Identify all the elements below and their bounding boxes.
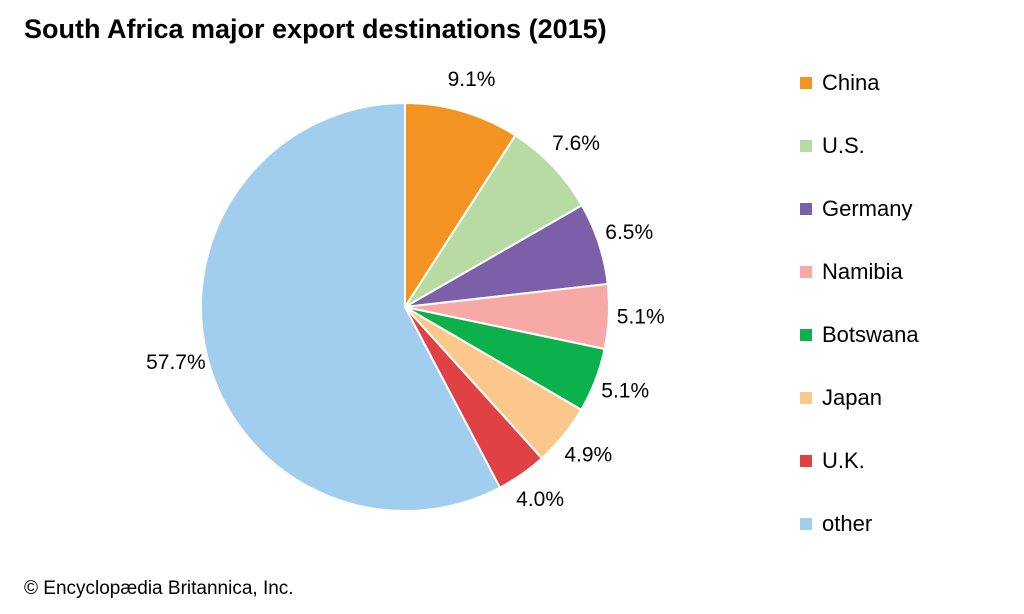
legend-item-namibia: Namibia [800, 257, 903, 287]
legend-label: Germany [822, 196, 913, 221]
data-label-botswana: 5.1% [601, 379, 649, 402]
copyright-credit: © Encyclopædia Britannica, Inc. [24, 578, 294, 599]
legend-label: Botswana [822, 322, 919, 347]
legend-swatch [800, 203, 812, 215]
pie-slice-u-s [404, 134, 584, 308]
legend-item-china: China [800, 68, 879, 98]
legend-item-germany: Germany [800, 194, 912, 224]
legend-swatch [800, 77, 812, 89]
legend-label: U.S. [822, 133, 865, 158]
legend-swatch [800, 392, 812, 404]
pie-chart: 9.1% 7.6% 6.5% 5.1% 5.1% 4.9%4.0% 57.7% [146, 68, 665, 512]
data-label-germany: 6.5% [605, 221, 653, 244]
legend-item-u-s: U.S. [800, 131, 865, 161]
legend-label: Japan [822, 385, 882, 410]
legend-label: Namibia [822, 259, 903, 284]
legend-item-u-k: U.K. [800, 446, 865, 476]
legend-label: other [822, 511, 873, 536]
data-label-u-k: 4.0% [516, 488, 564, 511]
legend-item-other: other [800, 509, 872, 539]
legend-label: U.K. [822, 448, 865, 473]
legend-swatch [800, 518, 812, 530]
legend-item-botswana: Botswana [800, 320, 919, 350]
pie-slice-china [404, 101, 517, 311]
data-label-japan: 4.9% [564, 443, 612, 466]
legend-swatch [800, 140, 812, 152]
data-label-other: 57.7% [146, 351, 206, 374]
legend-swatch [800, 266, 812, 278]
data-label-u-s: 7.6% [552, 132, 600, 155]
legend-swatch [800, 329, 812, 341]
legend-item-japan: Japan [800, 383, 882, 413]
pie-slice-other [200, 101, 502, 512]
data-label-china: 9.1% [448, 68, 496, 91]
legend-swatch [800, 455, 812, 467]
data-label-namibia: 5.1% [617, 306, 665, 329]
legend-label: China [822, 70, 880, 95]
chart-title: South Africa major export destinations (… [24, 14, 607, 44]
